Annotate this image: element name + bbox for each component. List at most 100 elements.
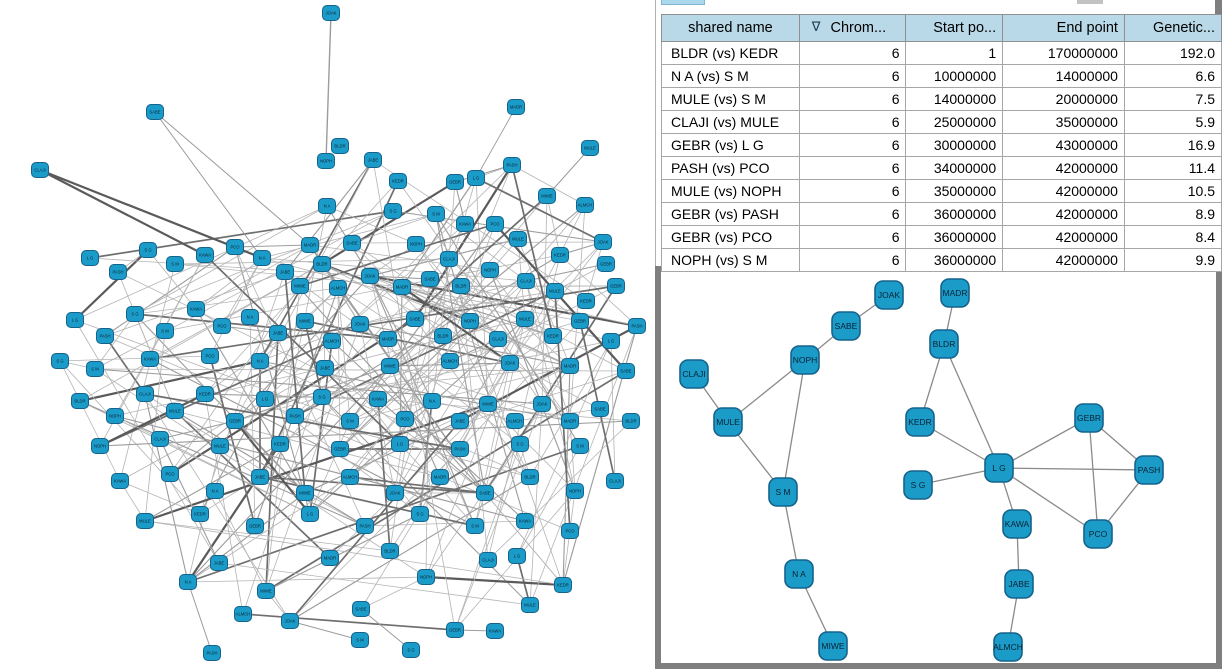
filter-icon[interactable]: ∇ xyxy=(811,19,821,34)
network-node[interactable]: JABE xyxy=(316,360,334,376)
network-node[interactable]: NOPH xyxy=(461,313,479,329)
node-shape[interactable] xyxy=(451,441,469,457)
network-node[interactable]: N A xyxy=(253,250,271,266)
network-node-lg[interactable]: L G xyxy=(984,453,1014,483)
node-shape[interactable] xyxy=(179,574,197,590)
node-shape[interactable] xyxy=(1083,519,1113,549)
column-header-shared-name[interactable]: shared name xyxy=(661,14,800,42)
network-node[interactable]: MADR xyxy=(301,237,319,253)
network-node[interactable]: MADR xyxy=(379,331,397,347)
node-shape[interactable] xyxy=(768,477,798,507)
column-header-start-po-[interactable]: Start po... xyxy=(905,14,1004,42)
node-shape[interactable] xyxy=(597,256,615,272)
node-shape[interactable] xyxy=(571,438,589,454)
node-shape[interactable] xyxy=(286,408,304,424)
node-shape[interactable] xyxy=(509,231,527,247)
network-node[interactable]: S M xyxy=(571,438,589,454)
network-node-pco[interactable]: PCO xyxy=(1083,519,1113,549)
network-node[interactable]: S G xyxy=(313,389,331,405)
network-node[interactable]: CLAJI xyxy=(151,431,169,447)
network-node[interactable]: MULE xyxy=(211,438,229,454)
network-edge[interactable] xyxy=(782,359,806,493)
tab-remnant[interactable] xyxy=(661,0,705,5)
node-shape[interactable] xyxy=(251,353,269,369)
node-shape[interactable] xyxy=(381,543,399,559)
network-node[interactable]: NOPH xyxy=(566,483,584,499)
network-node-miwe[interactable]: MIWE xyxy=(818,631,848,661)
node-shape[interactable] xyxy=(521,469,539,485)
network-node[interactable]: BLDR xyxy=(434,328,452,344)
node-shape[interactable] xyxy=(446,622,464,638)
node-shape[interactable] xyxy=(91,438,109,454)
node-shape[interactable] xyxy=(323,333,341,349)
network-node-claji[interactable]: CLAJI xyxy=(679,359,709,389)
network-node[interactable]: JOAK xyxy=(594,234,612,250)
node-shape[interactable] xyxy=(431,469,449,485)
network-node[interactable]: GEBR xyxy=(597,256,615,272)
network-edge[interactable] xyxy=(943,343,1000,469)
network-node[interactable]: S M xyxy=(166,256,184,272)
network-node[interactable]: JOAK xyxy=(281,613,299,629)
node-shape[interactable] xyxy=(679,359,709,389)
node-shape[interactable] xyxy=(391,436,409,452)
filtered-network-canvas[interactable]: JOAK MADR SABE BLDR NOPH CLAJI MULE KEDR GEBR L G… xyxy=(661,272,1216,663)
network-node-na[interactable]: N A xyxy=(784,559,814,589)
node-shape[interactable] xyxy=(213,318,231,334)
node-shape[interactable] xyxy=(511,436,529,452)
node-shape[interactable] xyxy=(226,413,244,429)
network-node-kawa[interactable]: KAWA xyxy=(1002,509,1032,539)
node-shape[interactable] xyxy=(874,280,904,310)
node-shape[interactable] xyxy=(211,438,229,454)
network-node[interactable]: SABE xyxy=(421,271,439,287)
node-shape[interactable] xyxy=(407,236,425,252)
node-shape[interactable] xyxy=(393,279,411,295)
node-shape[interactable] xyxy=(427,206,445,222)
node-shape[interactable] xyxy=(456,216,474,232)
node-shape[interactable] xyxy=(271,436,289,452)
network-node[interactable]: L G xyxy=(508,548,526,564)
node-shape[interactable] xyxy=(818,631,848,661)
node-shape[interactable] xyxy=(31,162,49,178)
node-shape[interactable] xyxy=(257,583,275,599)
network-node[interactable]: MIWE xyxy=(296,313,314,329)
network-node[interactable]: BLDR xyxy=(622,413,640,429)
network-node[interactable]: MIWE xyxy=(291,278,309,294)
network-node[interactable]: GEBR xyxy=(446,622,464,638)
node-shape[interactable] xyxy=(479,552,497,568)
network-node[interactable]: PCO xyxy=(486,216,504,232)
node-shape[interactable] xyxy=(321,550,339,566)
network-node[interactable]: S G xyxy=(139,242,157,258)
network-node[interactable]: PASH xyxy=(451,441,469,457)
network-node[interactable]: JOAK xyxy=(322,5,340,21)
node-shape[interactable] xyxy=(617,363,635,379)
node-shape[interactable] xyxy=(566,483,584,499)
network-node-joak[interactable]: JOAK xyxy=(874,280,904,310)
network-node-almch[interactable]: ALMCH xyxy=(993,632,1023,662)
network-node[interactable]: JABE xyxy=(364,152,382,168)
node-shape[interactable] xyxy=(96,328,114,344)
network-node[interactable]: JABE xyxy=(210,555,228,571)
node-shape[interactable] xyxy=(561,358,579,374)
node-shape[interactable] xyxy=(313,256,331,272)
node-shape[interactable] xyxy=(461,313,479,329)
network-node[interactable]: NOPH xyxy=(106,408,124,424)
node-shape[interactable] xyxy=(554,577,572,593)
network-node[interactable]: NOPH xyxy=(481,262,499,278)
network-node[interactable]: N A xyxy=(241,309,259,325)
node-shape[interactable] xyxy=(441,353,459,369)
network-node[interactable]: MADR xyxy=(393,279,411,295)
network-node[interactable]: MADR xyxy=(321,550,339,566)
network-node[interactable]: BLDR xyxy=(331,138,349,154)
node-shape[interactable] xyxy=(276,264,294,280)
network-node[interactable]: NOPH xyxy=(407,236,425,252)
node-shape[interactable] xyxy=(451,413,469,429)
network-node[interactable]: S M xyxy=(341,413,359,429)
node-shape[interactable] xyxy=(166,256,184,272)
node-shape[interactable] xyxy=(628,318,646,334)
network-node[interactable]: L G xyxy=(391,436,409,452)
network-node[interactable]: BLDR xyxy=(452,278,470,294)
column-header-end-point[interactable]: End point xyxy=(1002,14,1125,42)
node-shape[interactable] xyxy=(318,198,336,214)
node-shape[interactable] xyxy=(507,99,525,115)
network-node[interactable]: PASH xyxy=(356,518,374,534)
